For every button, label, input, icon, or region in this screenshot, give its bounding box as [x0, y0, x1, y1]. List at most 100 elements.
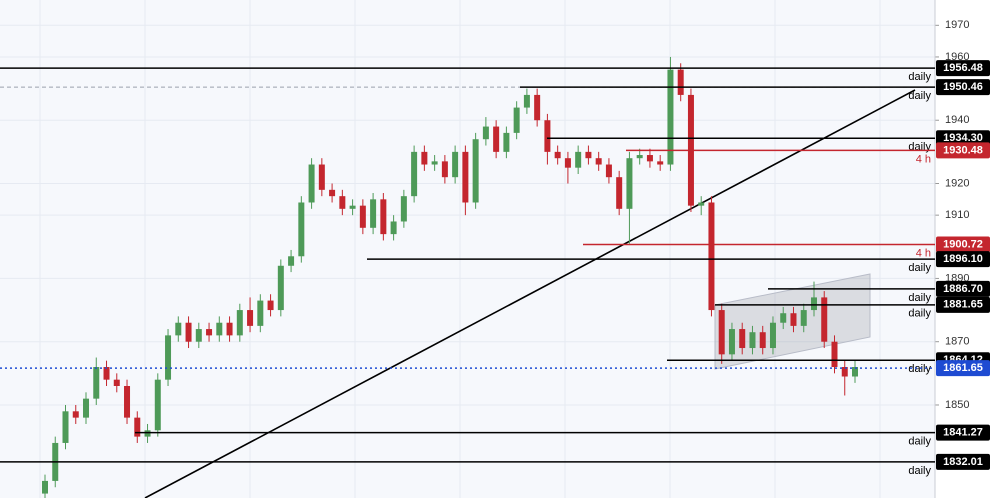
- candle-body: [247, 310, 254, 326]
- candle-body: [216, 322, 223, 336]
- candle-body: [585, 151, 592, 159]
- candle-body: [195, 329, 202, 342]
- level-tag: daily: [908, 465, 931, 477]
- candle-body: [349, 205, 356, 209]
- candle-body: [441, 161, 448, 178]
- level-tag: daily: [908, 71, 931, 83]
- price-label-box: [936, 296, 990, 313]
- price-label-box: [936, 60, 990, 77]
- candle-body: [318, 164, 325, 190]
- candle-body: [165, 335, 172, 380]
- candle-body: [134, 417, 141, 437]
- candle-body: [831, 341, 838, 368]
- price-label: 1896.10: [943, 253, 983, 265]
- candle-body: [144, 430, 151, 437]
- candle-body: [841, 367, 848, 377]
- candle-body: [595, 158, 602, 165]
- price-label: 1956.48: [943, 62, 983, 74]
- candle-body: [267, 300, 274, 311]
- price-label: 1934.30: [943, 132, 983, 144]
- price-label-box: [936, 142, 990, 159]
- candle-body: [380, 199, 387, 235]
- candle-body: [646, 155, 653, 162]
- price-label: 1861.65: [943, 362, 983, 374]
- price-label: 1886.70: [943, 283, 983, 295]
- candle-body: [329, 189, 336, 197]
- candle-body: [482, 126, 489, 140]
- candle-body: [503, 132, 510, 152]
- candle-body: [677, 69, 684, 95]
- candle-body: [493, 126, 500, 152]
- level-tag: 4 h: [916, 153, 931, 165]
- price-label-box: [936, 360, 990, 377]
- candle-body: [626, 158, 633, 209]
- price-label-box: [936, 236, 990, 253]
- candle-body: [739, 329, 746, 349]
- level-tag: daily: [908, 308, 931, 320]
- candle-body: [544, 120, 551, 152]
- level-tag: daily: [908, 90, 931, 102]
- candle-body: [185, 322, 192, 342]
- candle-body: [452, 151, 459, 178]
- candle-body: [513, 107, 520, 133]
- level-tag: daily: [908, 363, 931, 375]
- candle-body: [728, 329, 735, 355]
- y-tick-label: 1870: [945, 336, 969, 348]
- level-tag: daily: [908, 262, 931, 274]
- candle-body: [852, 367, 858, 377]
- level-tag: daily: [908, 292, 931, 304]
- candle-body: [636, 155, 643, 159]
- candle-body: [616, 177, 623, 209]
- candle-body: [605, 164, 612, 178]
- candle-body: [113, 379, 120, 386]
- candle-body: [575, 151, 582, 168]
- candle-body: [277, 265, 284, 311]
- price-label: 1832.01: [943, 456, 983, 468]
- candle-body: [698, 202, 705, 206]
- candle-body: [400, 196, 407, 222]
- candle-body: [308, 164, 315, 203]
- candle-body: [370, 199, 377, 228]
- price-label-box: [936, 453, 990, 470]
- price-label: 1900.72: [943, 238, 983, 250]
- candle-body: [523, 94, 530, 108]
- candle-body: [124, 385, 131, 418]
- candle-body: [72, 411, 79, 418]
- candle-body: [657, 161, 664, 165]
- level-tag: daily: [908, 436, 931, 448]
- candle-body: [554, 151, 561, 159]
- candle-body: [83, 398, 90, 418]
- candle-body: [257, 300, 264, 326]
- candle-body: [667, 69, 674, 165]
- y-tick-label: 1920: [945, 177, 969, 189]
- candle-body: [288, 256, 295, 266]
- level-tag: 4 h: [916, 247, 931, 259]
- candle-body: [154, 379, 161, 431]
- candle-body: [534, 94, 541, 121]
- candle-body: [103, 367, 110, 380]
- candle-body: [206, 329, 213, 336]
- levels: daily 1956.48 daily 1950.46 daily 1934.30 4 h 1…: [0, 60, 990, 477]
- price-label: 1841.27: [943, 427, 983, 439]
- candle-body: [431, 161, 438, 165]
- candle-body: [226, 322, 233, 336]
- y-tick-label: 1960: [945, 51, 969, 63]
- candle-body: [462, 151, 469, 203]
- candle-body: [718, 310, 725, 355]
- candle-body: [708, 202, 715, 311]
- candle-body: [62, 411, 69, 443]
- candle-body: [472, 139, 479, 203]
- candle-body: [298, 202, 305, 257]
- candle-body: [390, 221, 397, 235]
- price-label-box: [936, 251, 990, 268]
- y-tick-label: 1940: [945, 114, 969, 126]
- candle-body: [236, 310, 243, 336]
- candle-body: [411, 151, 418, 197]
- candle-body: [359, 205, 366, 228]
- candle-body: [821, 297, 828, 342]
- level-tag: daily: [908, 141, 931, 153]
- price-label: 1950.46: [943, 81, 983, 93]
